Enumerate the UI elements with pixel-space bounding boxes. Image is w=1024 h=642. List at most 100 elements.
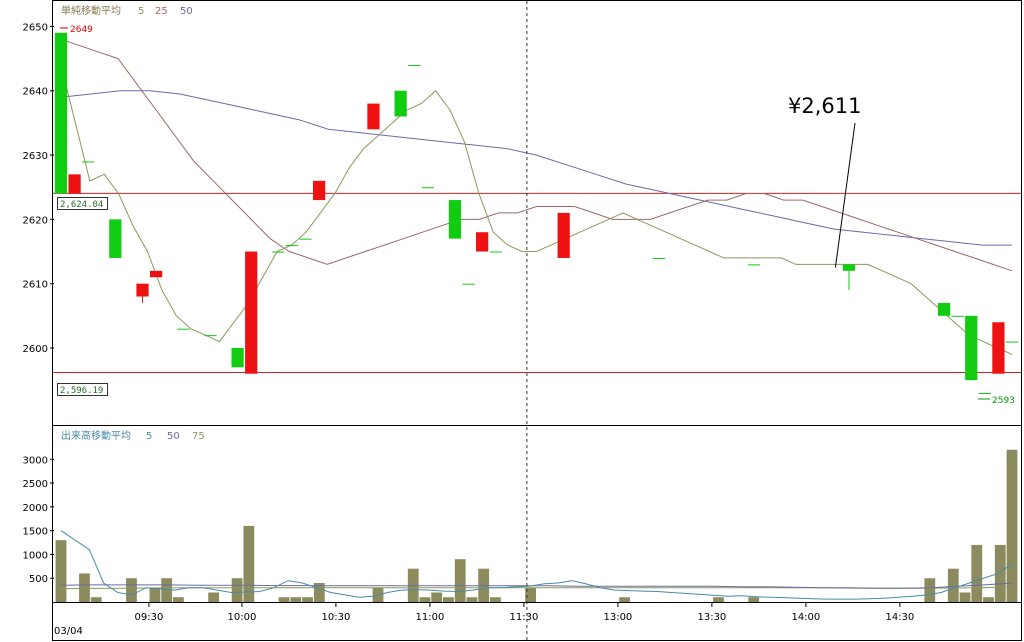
date-label: 03/04	[54, 626, 83, 637]
volume-bar	[947, 568, 959, 602]
price-ytick-label: 2610	[23, 280, 48, 291]
candle-body	[1005, 341, 1019, 343]
price-ma50-line	[60, 90, 1012, 246]
candle-body	[313, 180, 326, 201]
volume-bar	[994, 544, 1006, 602]
candle-body	[448, 200, 462, 239]
volume-legend-ma50: 50	[167, 431, 180, 442]
hline-label-box-2	[57, 383, 108, 396]
xtick-label: 14:00	[791, 612, 820, 623]
low-marker-label: 2593	[992, 396, 1015, 406]
volume-bar	[419, 597, 431, 602]
volume-bar	[1006, 449, 1018, 602]
volume-bar	[290, 597, 302, 602]
axes: 2600 2610 2620 2630 2640 2650 500 1000 1500 2000 2…	[23, 1, 914, 640]
volume-bar	[924, 578, 936, 602]
volume-bar	[278, 597, 290, 602]
candle-body	[965, 315, 978, 381]
price-ytick-label: 2650	[23, 22, 48, 33]
candle-body	[747, 264, 760, 266]
candle-body	[231, 347, 244, 368]
callout-pointer	[834, 122, 856, 268]
volume-ytick-label: 500	[29, 574, 48, 585]
time-axis-frame	[52, 602, 1022, 641]
volume-bar	[466, 597, 478, 602]
volume-bar	[149, 587, 161, 602]
candle-body	[842, 264, 856, 271]
volume-ma5-line	[60, 530, 1013, 600]
candle-body	[652, 257, 665, 259]
volume-bar	[243, 525, 255, 602]
volume-bar	[79, 573, 90, 602]
volume-bar	[161, 578, 173, 602]
candle-body	[367, 103, 380, 130]
hline-label-2: 2,596.19	[60, 386, 103, 396]
volume-bar	[490, 597, 501, 602]
xtick-label: 11:30	[509, 612, 538, 623]
volume-ytick-label: 3000	[23, 455, 48, 466]
high-marker-label: 2649	[70, 25, 93, 35]
volume-legend-title: 出来高移動平均	[61, 429, 131, 442]
candle-body	[462, 283, 475, 285]
xtick-label: 14:30	[885, 612, 914, 623]
volume-bar	[313, 582, 325, 602]
volume-ytick-label: 1000	[23, 550, 48, 561]
price-panel-frame	[52, 0, 1022, 426]
candle-body	[272, 251, 285, 253]
hline-label-1: 2,624.04	[60, 200, 103, 210]
price-ytick-label: 2600	[23, 344, 48, 355]
candle-body	[421, 187, 434, 189]
volume-bar	[173, 597, 184, 602]
price-legend-title: 単純移動平均	[61, 4, 121, 17]
volume-panel-frame	[52, 425, 1022, 603]
price-callout-label: ¥2,611	[788, 94, 861, 118]
xtick-label: 10:00	[228, 612, 257, 623]
hline-label-box-1	[57, 197, 108, 210]
volume-bar	[302, 597, 313, 602]
candle-body	[54, 32, 68, 194]
candle-body	[109, 219, 122, 258]
volume-bar	[971, 544, 983, 602]
candle-body	[489, 251, 502, 253]
volume-bar	[126, 578, 137, 602]
candle-body	[299, 238, 312, 240]
candle-body	[937, 302, 951, 316]
candle-body	[476, 232, 489, 252]
volume-bar	[713, 597, 724, 602]
price-ytick-label: 2620	[23, 215, 48, 226]
candle-body	[82, 161, 95, 163]
xtick-label: 11:00	[415, 612, 444, 623]
volume-ma50-line	[60, 582, 1013, 589]
volume-bar	[208, 592, 220, 602]
price-ytick-label: 2630	[23, 151, 48, 162]
volume-panel	[55, 449, 1018, 602]
candle-body	[204, 335, 217, 337]
price-panel	[53, 27, 1021, 400]
candle-body	[992, 322, 1005, 374]
candle-body	[978, 393, 991, 394]
volume-ytick-label: 2000	[23, 503, 48, 514]
price-legend-ma25: 25	[155, 6, 168, 17]
candle-body	[68, 174, 81, 194]
xtick-label: 09:30	[134, 612, 163, 623]
xtick-label: 10:30	[322, 612, 351, 623]
candle-body	[149, 270, 163, 278]
price-legend-ma50: 50	[180, 6, 193, 17]
volume-bar	[748, 597, 760, 602]
volume-bar	[90, 597, 102, 602]
candle-body	[177, 328, 190, 330]
volume-ytick-label: 2500	[23, 479, 48, 490]
volume-bar	[983, 597, 994, 602]
volume-bar	[454, 559, 466, 602]
volume-legend-ma75: 75	[192, 431, 205, 442]
candle-body	[951, 315, 964, 317]
volume-ytick-label: 1500	[23, 527, 48, 538]
candle-body	[136, 283, 149, 297]
volume-legend-ma5: 5	[146, 431, 152, 442]
volume-bar	[443, 597, 454, 602]
candle-body	[394, 90, 407, 117]
candle-body	[285, 245, 299, 247]
xtick-label: 13:00	[603, 612, 632, 623]
volume-bar	[959, 592, 971, 602]
